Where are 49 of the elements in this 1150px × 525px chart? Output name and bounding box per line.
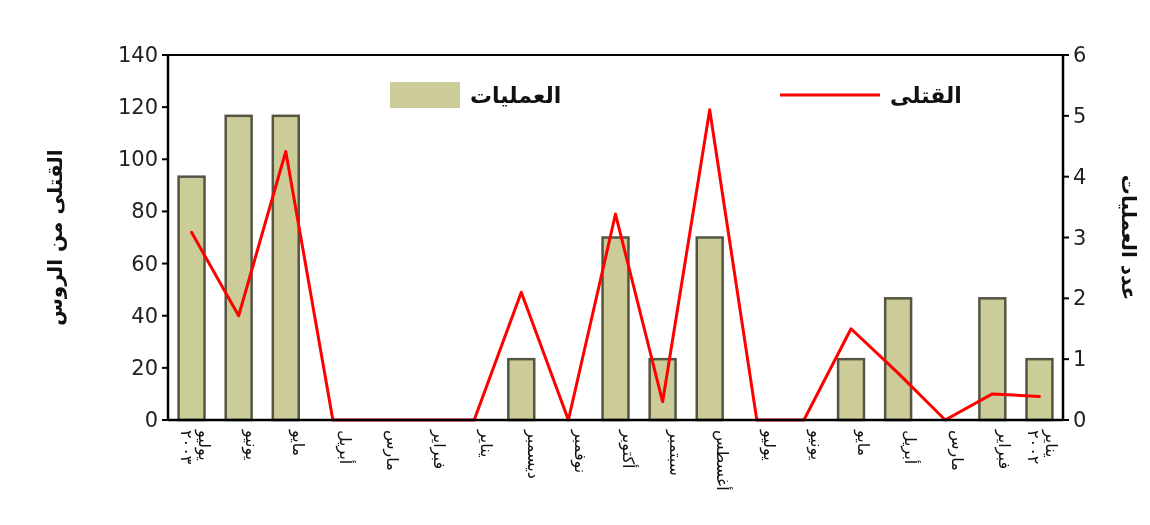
x-tick-label: يوليو (758, 429, 779, 461)
y2-axis-title: عدد العمليات (1117, 174, 1141, 301)
x-tick-label: مايو (287, 429, 308, 457)
line-series (190, 108, 1041, 422)
y2-tick-label: 3 (1073, 225, 1087, 250)
y-axis-title: القتلى من الروس (43, 149, 67, 326)
x-tick-label: يونيو (805, 429, 826, 461)
y2-tick-label: 6 (1073, 43, 1087, 67)
bar (507, 357, 536, 422)
bar (601, 236, 630, 422)
y2-tick-label: 0 (1073, 408, 1087, 432)
bar (695, 236, 724, 422)
y-tick-label: 120 (117, 95, 158, 120)
y2-tick-label: 5 (1073, 103, 1087, 128)
y2-tick-label: 1 (1073, 347, 1087, 372)
x-tick-label: يونيو (240, 429, 261, 461)
bar (1025, 357, 1054, 422)
x-tick-label: ديسمبر (523, 429, 544, 479)
x-tick-label: يناير (476, 429, 497, 458)
x-tick-label: مارس (947, 430, 968, 471)
y2-tick-label: 4 (1073, 164, 1087, 189)
x-tick-label: أكتوبر (617, 429, 639, 469)
x-tick-label: أبريل (334, 430, 356, 465)
y2-tick-label: 2 (1073, 286, 1087, 311)
x-tick-label: أغسطس (711, 430, 733, 491)
x-tick-label: يناير ٢٠٠٢ (1024, 429, 1062, 465)
y-tick-label: 60 (131, 251, 158, 276)
x-tick-label: نوفمبر (570, 429, 591, 474)
bar (883, 297, 913, 422)
bar (177, 175, 206, 422)
x-tick-label: أبريل (900, 430, 922, 465)
y-tick-label: 20 (131, 355, 158, 380)
x-tick-label: سبتمبر (664, 429, 685, 476)
x-tick-label: فبراير (994, 429, 1015, 470)
legend-label: القتلى (890, 83, 962, 108)
y-tick-label: 80 (131, 199, 158, 224)
bar (836, 357, 866, 422)
bar (224, 114, 253, 422)
y-tick-label: 140 (117, 43, 158, 67)
y-tick-label: 100 (117, 147, 158, 172)
y-tick-label: 0 (144, 408, 158, 432)
bar (271, 114, 300, 422)
legend-label: العمليات (470, 83, 562, 108)
x-tick-label: مايو (853, 429, 874, 457)
x-tick-label: يوليو ٢٠٠٣ (176, 429, 214, 465)
x-tick-label: مارس (381, 430, 402, 471)
bar (978, 297, 1007, 422)
y-tick-label: 40 (131, 303, 158, 328)
x-tick-label: فبراير (429, 429, 450, 470)
